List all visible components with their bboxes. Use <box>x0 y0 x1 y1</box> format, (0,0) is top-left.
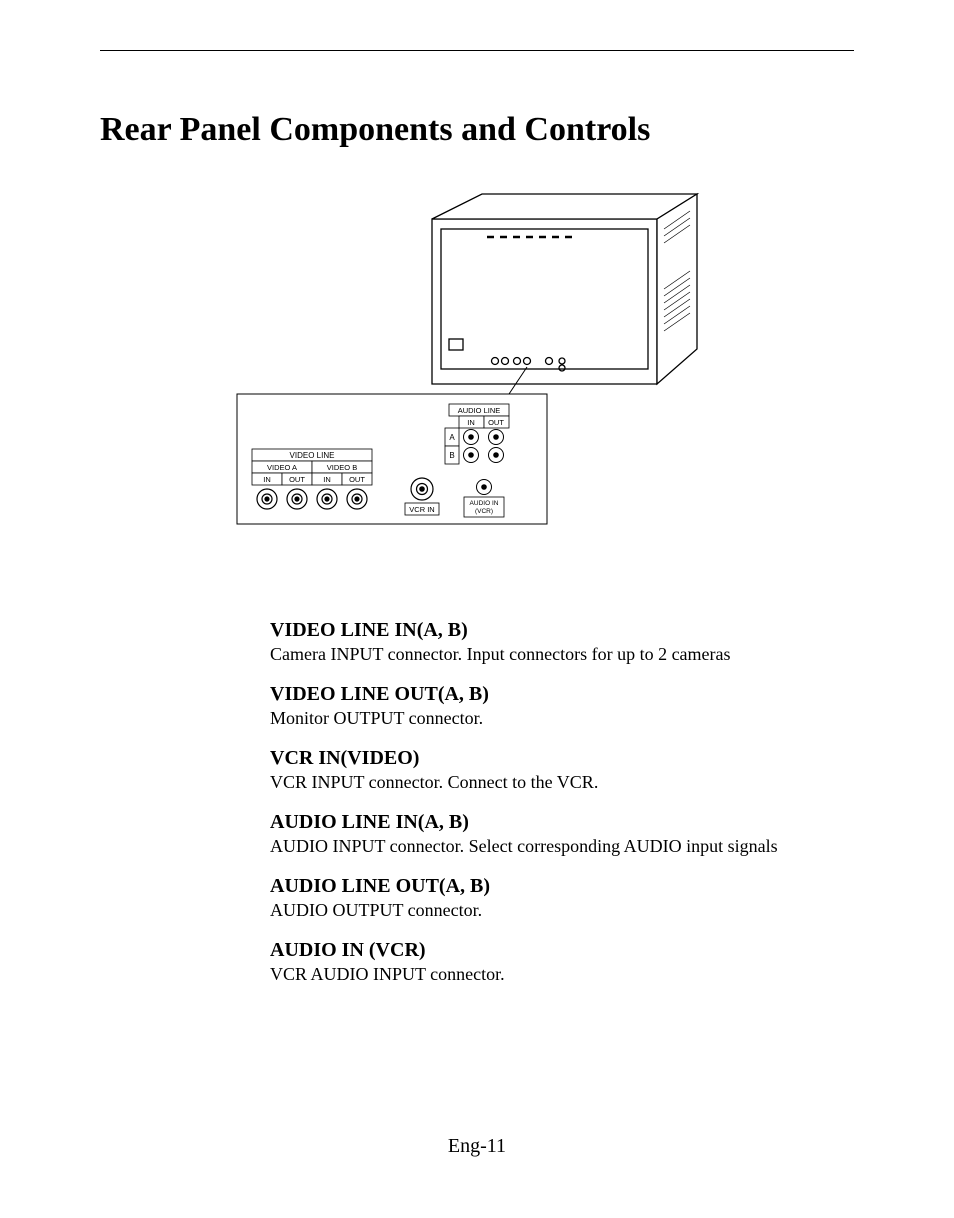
section-body: Monitor OUTPUT connector. <box>270 708 794 729</box>
rear-panel-diagram: VIDEO LINE VIDEO A VIDEO B IN OUT IN OUT <box>227 189 727 549</box>
section-video-line-in: VIDEO LINE IN(A, B) Camera INPUT connect… <box>270 619 794 665</box>
page-number: Eng-11 <box>0 1135 954 1158</box>
section-heading: VIDEO LINE IN(A, B) <box>270 619 794 642</box>
section-audio-in-vcr: AUDIO IN (VCR) VCR AUDIO INPUT connector… <box>270 939 794 985</box>
section-audio-line-in: AUDIO LINE IN(A, B) AUDIO INPUT connecto… <box>270 811 794 857</box>
diagram-text-vb-in: IN <box>323 475 331 484</box>
top-rule <box>100 50 854 51</box>
sections: VIDEO LINE IN(A, B) Camera INPUT connect… <box>270 619 794 985</box>
section-heading: VCR IN(VIDEO) <box>270 747 794 770</box>
section-body: VCR INPUT connector. Connect to the VCR. <box>270 772 794 793</box>
section-heading: AUDIO LINE IN(A, B) <box>270 811 794 834</box>
diagram-text-video-line: VIDEO LINE <box>290 451 335 460</box>
diagram-text-audio-line: AUDIO LINE <box>458 406 501 415</box>
section-body: VCR AUDIO INPUT connector. <box>270 964 794 985</box>
page: Rear Panel Components and Controls <box>0 0 954 1218</box>
diagram-text-audio-a: A <box>449 433 455 442</box>
diagram-text-vcr-in: VCR IN <box>409 505 434 514</box>
diagram-text-video-b: VIDEO B <box>327 463 357 472</box>
section-heading: AUDIO LINE OUT(A, B) <box>270 875 794 898</box>
diagram-text-va-out: OUT <box>289 475 305 484</box>
section-body: Camera INPUT connector. Input connectors… <box>270 644 794 665</box>
diagram-text-al-out: OUT <box>488 418 504 427</box>
diagram-text-va-in: IN <box>263 475 271 484</box>
section-body: AUDIO OUTPUT connector. <box>270 900 794 921</box>
diagram-text-audio-in-vcr-2: (VCR) <box>475 508 493 515</box>
rear-panel-diagram-wrap: VIDEO LINE VIDEO A VIDEO B IN OUT IN OUT <box>100 189 854 549</box>
diagram-text-vb-out: OUT <box>349 475 365 484</box>
section-audio-line-out: AUDIO LINE OUT(A, B) AUDIO OUTPUT connec… <box>270 875 794 921</box>
section-video-line-out: VIDEO LINE OUT(A, B) Monitor OUTPUT conn… <box>270 683 794 729</box>
section-heading: AUDIO IN (VCR) <box>270 939 794 962</box>
page-title: Rear Panel Components and Controls <box>100 111 854 149</box>
section-heading: VIDEO LINE OUT(A, B) <box>270 683 794 706</box>
diagram-text-video-a: VIDEO A <box>267 463 297 472</box>
diagram-text-audio-in-vcr-1: AUDIO IN <box>470 500 499 507</box>
section-vcr-in-video: VCR IN(VIDEO) VCR INPUT connector. Conne… <box>270 747 794 793</box>
diagram-text-audio-b: B <box>449 451 454 460</box>
diagram-text-al-in: IN <box>467 418 475 427</box>
section-body: AUDIO INPUT connector. Select correspond… <box>270 836 794 857</box>
